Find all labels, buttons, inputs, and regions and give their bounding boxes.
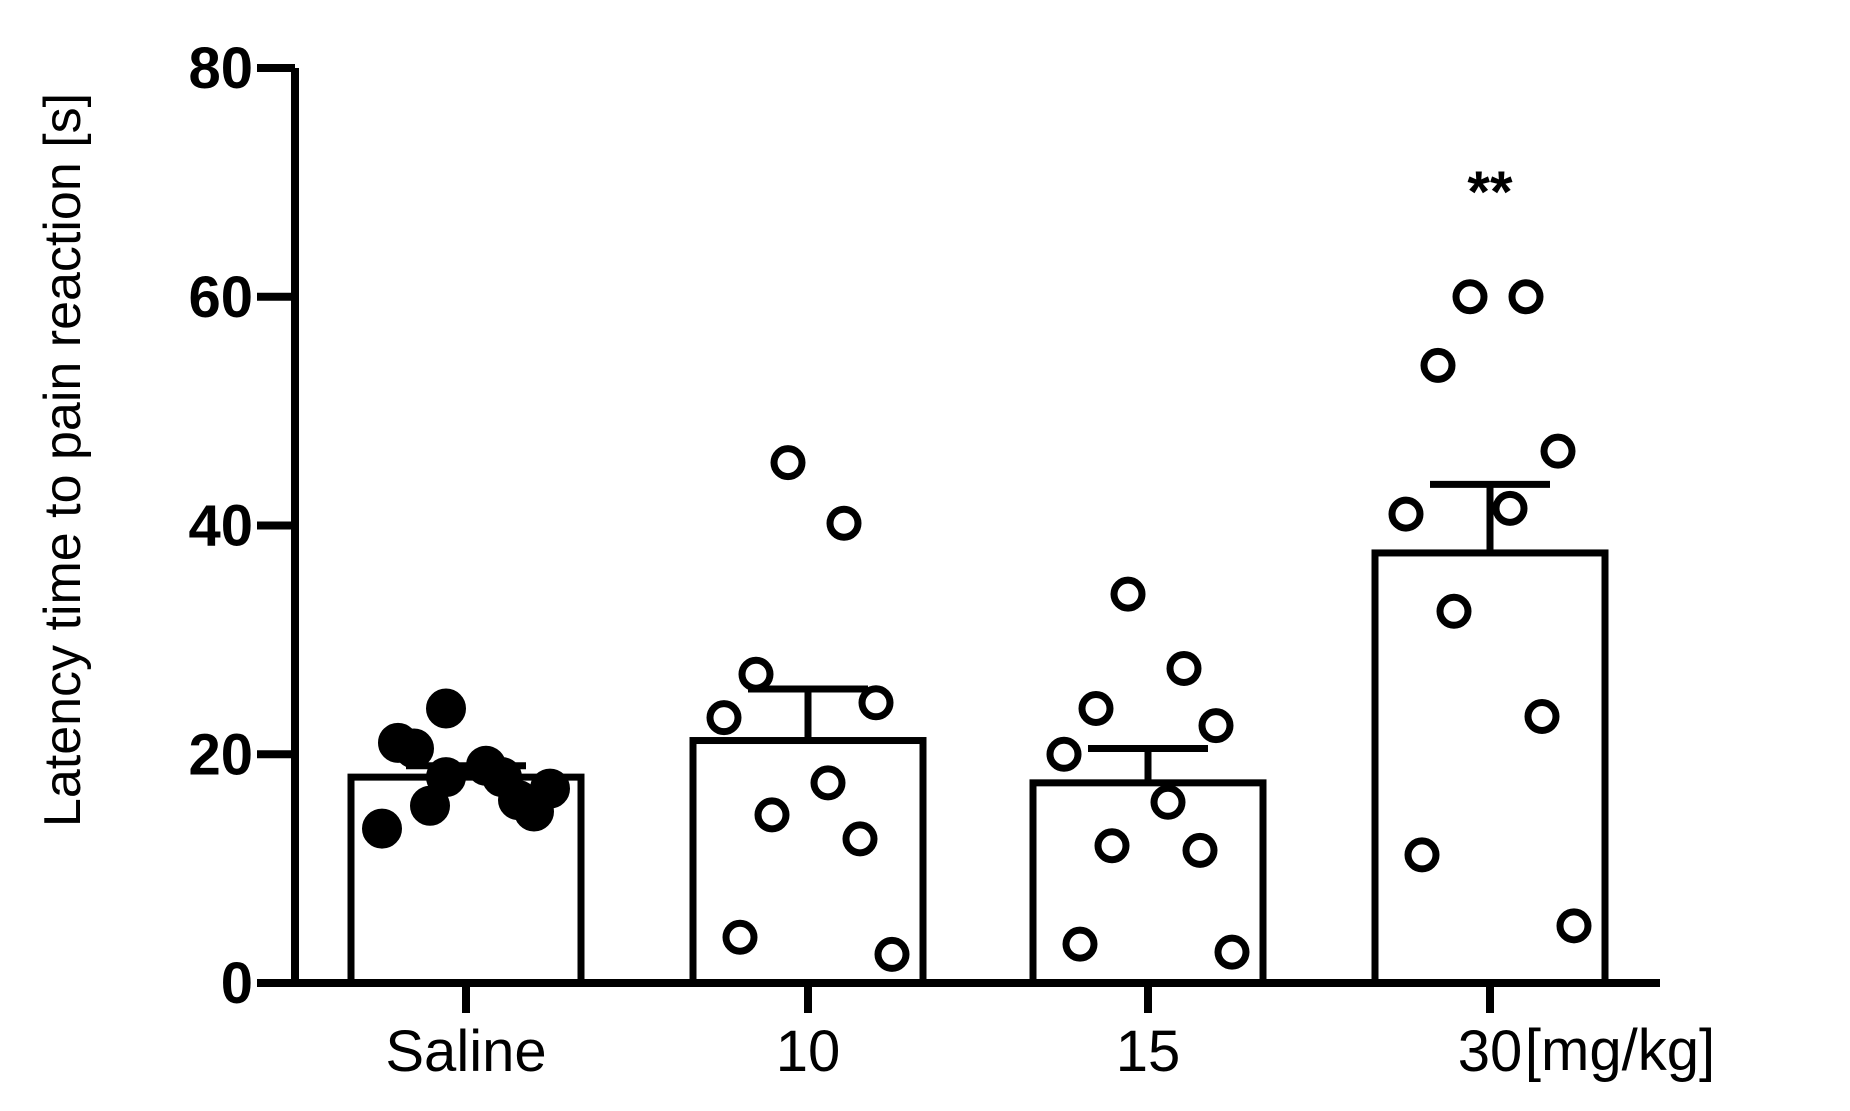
y-tick-label: 80 [188, 36, 253, 101]
data-point [722, 919, 758, 955]
data-point [1436, 593, 1472, 629]
data-point [858, 685, 894, 721]
data-point [706, 700, 742, 736]
y-tick-label: 20 [188, 722, 253, 787]
x-tick-label: 15 [1116, 1019, 1181, 1084]
data-point [810, 765, 846, 801]
data-point [1094, 828, 1130, 864]
data-point [770, 445, 806, 481]
y-axis-title: Latency time to pain reaction [s] [34, 93, 92, 827]
data-points-layer [362, 279, 1592, 972]
error-bars-layer [406, 480, 1550, 783]
data-point [1150, 784, 1186, 820]
data-point [1046, 736, 1082, 772]
data-point [1452, 279, 1488, 315]
data-point [754, 797, 790, 833]
data-point [1556, 908, 1592, 944]
data-point [1110, 576, 1146, 612]
data-point [1198, 708, 1234, 744]
significance-marker: ** [1467, 160, 1513, 225]
data-point [1540, 433, 1576, 469]
data-point [1508, 279, 1544, 315]
data-point [530, 768, 570, 809]
data-point [1214, 934, 1250, 970]
data-point [466, 745, 506, 786]
data-point [426, 688, 466, 729]
data-point [1166, 650, 1202, 686]
y-tick-label: 40 [188, 494, 253, 559]
x-axis-unit-label: [mg/kg] [1525, 1018, 1715, 1083]
data-point [1524, 699, 1560, 735]
data-point [1492, 490, 1528, 526]
data-point [842, 821, 878, 857]
data-point [738, 656, 774, 692]
y-tick-label: 0 [221, 951, 253, 1016]
x-tick-label: 10 [776, 1019, 841, 1084]
data-point [826, 505, 862, 541]
x-tick-label: 30 [1458, 1019, 1523, 1084]
data-point [362, 808, 402, 849]
data-point [1420, 347, 1456, 383]
data-point [1182, 832, 1218, 868]
data-point [378, 722, 418, 763]
x-tick-label: Saline [385, 1019, 546, 1084]
data-point [1078, 691, 1114, 726]
data-point [1388, 496, 1424, 532]
data-point [426, 757, 466, 798]
data-point [874, 936, 910, 972]
axes-layer: 0 20 40 60 80 Saline 10 15 30 ** [188, 36, 1660, 1084]
data-point [1404, 837, 1440, 873]
data-point [1062, 926, 1098, 962]
bars-layer [347, 549, 1609, 987]
y-tick-label: 60 [188, 265, 253, 330]
